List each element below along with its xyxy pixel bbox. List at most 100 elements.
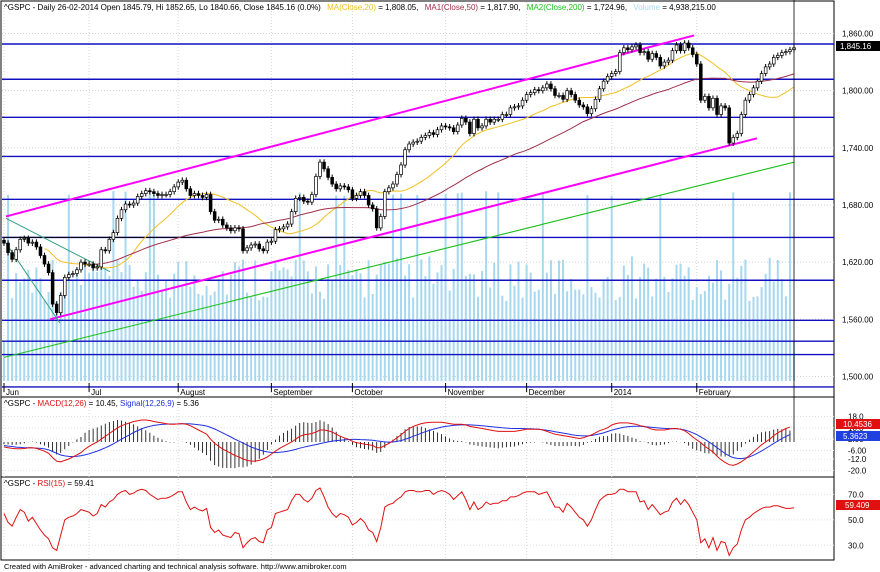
volume-bar bbox=[221, 271, 224, 381]
volume-bar bbox=[724, 299, 727, 381]
volume-bar bbox=[128, 264, 131, 381]
candle bbox=[111, 229, 116, 243]
candle bbox=[516, 103, 521, 110]
candle bbox=[654, 50, 659, 61]
candle bbox=[593, 96, 598, 112]
candle bbox=[577, 97, 582, 108]
moving-averages bbox=[3, 52, 795, 358]
month-label: Jun bbox=[6, 388, 19, 397]
volume-bar bbox=[606, 276, 609, 381]
volume-bar bbox=[740, 265, 743, 381]
candle bbox=[216, 216, 221, 224]
candle bbox=[634, 42, 638, 50]
volume-bar bbox=[237, 266, 240, 381]
volume-bar bbox=[521, 297, 524, 381]
volume-bar bbox=[436, 272, 439, 381]
volume-bar bbox=[144, 272, 147, 381]
candle bbox=[690, 44, 695, 58]
candle bbox=[500, 111, 505, 123]
candle bbox=[273, 226, 278, 245]
volume-bar bbox=[75, 268, 78, 381]
candle bbox=[342, 183, 347, 190]
candle bbox=[670, 47, 675, 64]
candle bbox=[314, 173, 318, 198]
candle bbox=[759, 70, 764, 85]
volume-bar bbox=[428, 256, 431, 381]
price-candles bbox=[2, 40, 796, 316]
volume-bar bbox=[590, 287, 593, 381]
candle bbox=[221, 216, 225, 228]
candle bbox=[695, 51, 699, 67]
candle bbox=[763, 64, 768, 77]
volume-bar bbox=[343, 195, 346, 381]
rsi-panel-frame bbox=[0, 476, 835, 561]
volume-bar bbox=[602, 281, 605, 381]
signal-header-label: Signal(12,26,9) bbox=[120, 399, 175, 408]
macd-header: ^GSPC - MACD(12,26) = 10.45, Signal(12,2… bbox=[4, 399, 200, 408]
candle bbox=[253, 241, 257, 248]
candle bbox=[269, 238, 274, 246]
candle bbox=[484, 116, 488, 129]
volume-bar bbox=[497, 192, 500, 381]
candle bbox=[358, 188, 363, 199]
channel-lower-line bbox=[49, 137, 758, 321]
candle bbox=[553, 85, 557, 99]
candle bbox=[46, 261, 51, 276]
candle bbox=[95, 264, 99, 271]
volume-bar bbox=[610, 195, 613, 381]
candle bbox=[370, 202, 375, 212]
volume-bar bbox=[27, 269, 30, 381]
candle bbox=[674, 42, 679, 54]
volume-bar bbox=[96, 271, 99, 381]
volume-bar bbox=[464, 275, 467, 381]
volume-bar bbox=[35, 267, 38, 381]
volume-bar bbox=[732, 192, 735, 381]
volume-bar bbox=[379, 264, 382, 381]
month-label: Jul bbox=[91, 388, 101, 397]
header-ma200-value: = 1,724.96, bbox=[585, 3, 627, 12]
volume-bar bbox=[679, 263, 682, 381]
volume-bar bbox=[63, 278, 66, 381]
candle bbox=[678, 42, 683, 54]
candle bbox=[119, 206, 124, 222]
candle bbox=[289, 208, 294, 227]
candle bbox=[524, 91, 529, 104]
rsi-tag-text: 59.409 bbox=[845, 501, 870, 510]
header-symbol: ^GSPC - Daily 26-02-2014 Open 1845.79, H… bbox=[4, 3, 321, 12]
candle bbox=[30, 239, 35, 246]
candle bbox=[83, 259, 87, 267]
volume-bar bbox=[566, 291, 569, 381]
channel-upper-line bbox=[5, 34, 695, 218]
candle bbox=[711, 95, 715, 111]
header-ma20-value: = 1,808.05, bbox=[376, 3, 418, 12]
rsi-tick-label: 70.0 bbox=[848, 490, 864, 499]
volume-bar bbox=[720, 270, 723, 381]
ma200-line bbox=[3, 161, 795, 358]
volume-bar bbox=[11, 298, 14, 381]
volume-bar bbox=[225, 294, 228, 381]
candle bbox=[63, 274, 67, 299]
candle bbox=[703, 93, 707, 104]
volume-bar bbox=[513, 285, 516, 381]
candle bbox=[784, 48, 788, 56]
candle bbox=[148, 187, 152, 195]
volume-bar bbox=[132, 286, 135, 381]
volume-bar bbox=[266, 297, 269, 381]
candle bbox=[597, 85, 602, 103]
candle bbox=[780, 49, 784, 59]
volume-bar bbox=[59, 291, 62, 381]
rsi-header: ^GSPC - RSI(15) = 59.41 bbox=[4, 479, 95, 488]
candle bbox=[257, 241, 261, 252]
volume-bar bbox=[582, 294, 585, 381]
volume-bar bbox=[699, 294, 702, 381]
candle bbox=[682, 40, 687, 54]
volume-bar bbox=[764, 273, 767, 381]
macd-tag-text: 10.4536 bbox=[843, 420, 872, 429]
candle bbox=[589, 105, 594, 117]
candle bbox=[423, 132, 428, 141]
volume-bar bbox=[707, 275, 710, 381]
candle bbox=[755, 78, 760, 91]
candle bbox=[204, 191, 209, 201]
